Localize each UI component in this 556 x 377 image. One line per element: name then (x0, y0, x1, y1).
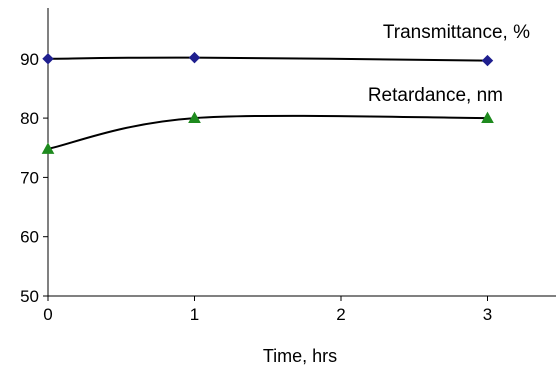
x-tick-label: 0 (43, 305, 52, 324)
data-point-triangle (481, 111, 494, 123)
y-tick-label: 60 (20, 228, 39, 247)
y-tick-label: 90 (20, 50, 39, 69)
data-point-triangle (188, 111, 201, 123)
x-tick-label: 3 (483, 305, 492, 324)
y-tick-label: 70 (20, 168, 39, 187)
y-tick-label: 80 (20, 109, 39, 128)
data-point-diamond (188, 51, 201, 64)
y-tick-label: 50 (20, 287, 39, 306)
series-layer (41, 51, 494, 154)
x-tick-label: 1 (190, 305, 199, 324)
x-tick-label: 2 (336, 305, 345, 324)
transmittance-label: Transmittance, % (383, 22, 530, 43)
x-axis-label: Time, hrs (263, 346, 337, 366)
data-point-triangle (41, 142, 55, 154)
labels-layer: Time, hrs Transmittance, % Retardance, nm (263, 22, 530, 366)
retardance-nm-label: Retardance, nm (368, 85, 503, 106)
axes: 50 60 70 80 90 0 1 2 3 (20, 8, 556, 324)
retardance-nm-line (47, 114, 488, 150)
data-point-diamond (481, 54, 494, 67)
transmittance-line (47, 56, 488, 62)
data-point-diamond (42, 53, 54, 65)
